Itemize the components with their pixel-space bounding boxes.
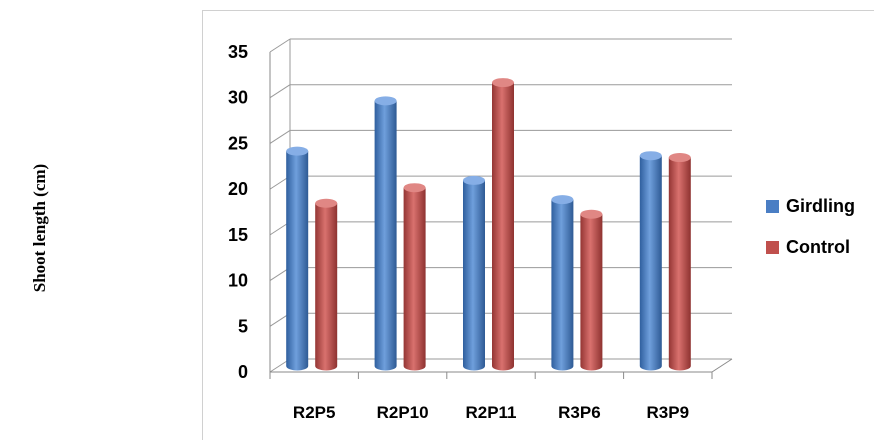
bar-top — [580, 209, 603, 219]
bar-control — [580, 209, 603, 371]
x-tick-label: R3P9 — [647, 403, 690, 422]
bar-body — [551, 199, 574, 371]
bar-control — [668, 153, 691, 371]
x-tick-label: R2P5 — [293, 403, 336, 422]
bar-girdling — [286, 146, 309, 371]
bar-body — [580, 214, 603, 371]
bar-body — [639, 155, 662, 371]
bar-top — [463, 175, 485, 185]
bar-top — [639, 151, 662, 161]
bar-girdling — [463, 175, 485, 371]
bar-top — [286, 146, 309, 156]
bar-body — [374, 100, 397, 371]
y-tick-label: 5 — [238, 316, 248, 336]
y-tick-label: 35 — [228, 42, 248, 62]
chart-frame — [202, 10, 874, 440]
x-tick-label: R3P6 — [558, 403, 601, 422]
legend-label-girdling: Girdling — [786, 196, 855, 216]
y-tick-label: 15 — [228, 225, 248, 245]
bar-top — [668, 153, 691, 163]
bar-body — [492, 82, 515, 371]
grid-diagonal — [269, 130, 291, 144]
text-layer: 0 5 10 15 20 25 30 35 R2P5 R2P10 R2P11 R3P6 R3P9 Gird… — [228, 42, 855, 422]
bar-body — [668, 157, 691, 371]
grid-diagonal — [269, 38, 291, 53]
bar-body — [315, 203, 338, 371]
y-tick-label: 10 — [228, 271, 248, 291]
legend-swatch-girdling — [766, 200, 779, 213]
legend-label-control: Control — [786, 237, 850, 257]
y-tick-label: 25 — [228, 133, 248, 153]
bars-layer — [286, 78, 691, 371]
floor-edge — [711, 358, 733, 373]
bar-body — [286, 151, 309, 371]
grid-diagonal — [269, 84, 291, 99]
bar-top — [315, 198, 338, 208]
y-tick-label: 20 — [228, 179, 248, 199]
bar-girdling — [551, 195, 574, 371]
y-tick-label: 30 — [228, 88, 248, 108]
legend-swatch-control — [766, 241, 779, 254]
bar-top — [551, 195, 574, 205]
bar-control — [403, 183, 426, 371]
x-tick-label: R2P11 — [465, 403, 516, 422]
bar-girdling — [374, 96, 397, 371]
bar-girdling — [639, 151, 662, 371]
bar-top — [374, 96, 397, 106]
bar-body — [403, 187, 426, 371]
bar-control — [492, 78, 515, 371]
bar-control — [315, 198, 338, 371]
x-tick-label: R2P10 — [377, 403, 429, 422]
y-tick-label: 0 — [238, 362, 248, 382]
bar-body — [463, 180, 485, 371]
bar-top — [403, 183, 426, 193]
bar-top — [492, 78, 514, 88]
